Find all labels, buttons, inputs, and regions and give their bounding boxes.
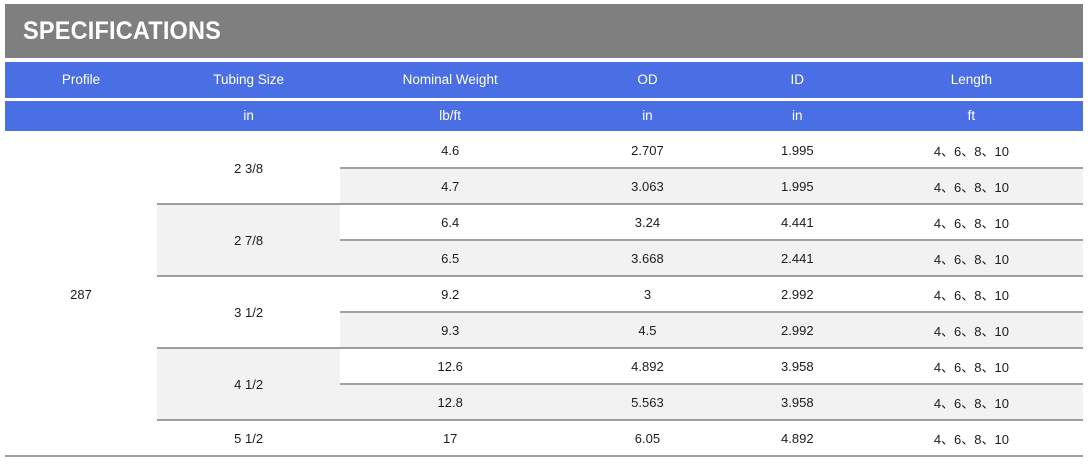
unit-tubing-size: in <box>156 99 341 134</box>
cell-nominal-weight: 9.2 <box>340 276 561 313</box>
cell-od: 5.563 <box>560 384 735 421</box>
cell-id: 4.441 <box>734 204 860 241</box>
cell-od: 3.24 <box>560 204 735 241</box>
unit-length: ft <box>859 99 1083 134</box>
cell-od: 4.5 <box>560 312 735 349</box>
col-header-tubing-size: Tubing Size <box>156 62 341 101</box>
table-row: 6.5 3.668 2.441 4、6、8、10 <box>5 240 1083 277</box>
cell-length: 4、6、8、10 <box>859 132 1083 169</box>
cell-id: 2.441 <box>734 240 860 277</box>
cell-od: 3.668 <box>560 240 735 277</box>
table-row: 12.8 5.563 3.958 4、6、8、10 <box>5 384 1083 421</box>
cell-length: 4、6、8、10 <box>859 384 1083 421</box>
cell-nominal-weight: 4.6 <box>340 132 561 169</box>
cell-id: 1.995 <box>734 168 860 205</box>
cell-nominal-weight: 4.7 <box>340 168 561 205</box>
specifications-table: Profile Tubing Size Nominal Weight OD ID… <box>5 62 1083 457</box>
table-row: 3 1/2 9.2 3 2.992 4、6、8、10 <box>5 276 1083 349</box>
cell-id: 2.992 <box>734 276 860 313</box>
section-title: SPECIFICATIONS <box>23 16 222 45</box>
cell-od: 3.063 <box>560 168 735 205</box>
col-header-length: Length <box>859 62 1083 101</box>
cell-profile: 287 <box>5 132 157 457</box>
table-row: 9.3 4.5 2.992 4、6、8、10 <box>5 312 1083 349</box>
table-row: 4.7 3.063 1.995 4、6、8、10 <box>5 168 1083 205</box>
cell-tubing-size: 3 1/2 <box>156 276 341 349</box>
unit-od: in <box>560 99 735 134</box>
cell-nominal-weight: 9.3 <box>340 312 561 349</box>
section-title-bar: SPECIFICATIONS <box>5 4 1083 58</box>
units-row: in lb/ft in in ft <box>5 99 1083 134</box>
table-row: 287 2 3/8 4.6 2.707 1.995 4、6、8、10 <box>5 132 1083 457</box>
cell-tubing-size: 4 1/2 <box>156 348 341 421</box>
cell-nominal-weight: 6.4 <box>340 204 561 241</box>
cell-od: 4.892 <box>560 348 735 385</box>
col-header-nominal-weight: Nominal Weight <box>340 62 561 101</box>
cell-id: 4.892 <box>734 420 860 457</box>
cell-id: 3.958 <box>734 348 860 385</box>
cell-length: 4、6、8、10 <box>859 312 1083 349</box>
cell-tubing-size: 2 7/8 <box>156 204 341 277</box>
cell-id: 1.995 <box>734 132 860 169</box>
cell-length: 4、6、8、10 <box>859 420 1083 457</box>
cell-length: 4、6、8、10 <box>859 168 1083 205</box>
cell-od: 6.05 <box>560 420 735 457</box>
cell-tubing-size: 2 3/8 <box>156 132 341 205</box>
unit-nominal-weight: lb/ft <box>340 99 561 134</box>
cell-length: 4、6、8、10 <box>859 348 1083 385</box>
cell-id: 2.992 <box>734 312 860 349</box>
cell-length: 4、6、8、10 <box>859 240 1083 277</box>
cell-od: 2.707 <box>560 132 735 169</box>
unit-profile <box>5 99 157 134</box>
cell-nominal-weight: 6.5 <box>340 240 561 277</box>
cell-length: 4、6、8、10 <box>859 276 1083 313</box>
cell-length: 4、6、8、10 <box>859 204 1083 241</box>
cell-nominal-weight: 12.8 <box>340 384 561 421</box>
cell-nominal-weight: 12.6 <box>340 348 561 385</box>
col-header-id: ID <box>734 62 860 101</box>
cell-tubing-size: 5 1/2 <box>156 420 341 457</box>
cell-od: 3 <box>560 276 735 313</box>
cell-nominal-weight: 17 <box>340 420 561 457</box>
table-row: 5 1/2 17 6.05 4.892 4、6、8、10 <box>5 420 1083 457</box>
header-row: Profile Tubing Size Nominal Weight OD ID… <box>5 62 1083 101</box>
table-row: 4 1/2 12.6 4.892 3.958 4、6、8、10 <box>5 348 1083 421</box>
cell-id: 3.958 <box>734 384 860 421</box>
col-header-od: OD <box>560 62 735 101</box>
col-header-profile: Profile <box>5 62 157 101</box>
spec-sheet-page: SPECIFICATIONS Profile Tubing Size Nomin… <box>5 4 1083 457</box>
unit-id: in <box>734 99 860 134</box>
table-row: 2 7/8 6.4 3.24 4.441 4、6、8、10 <box>5 204 1083 277</box>
